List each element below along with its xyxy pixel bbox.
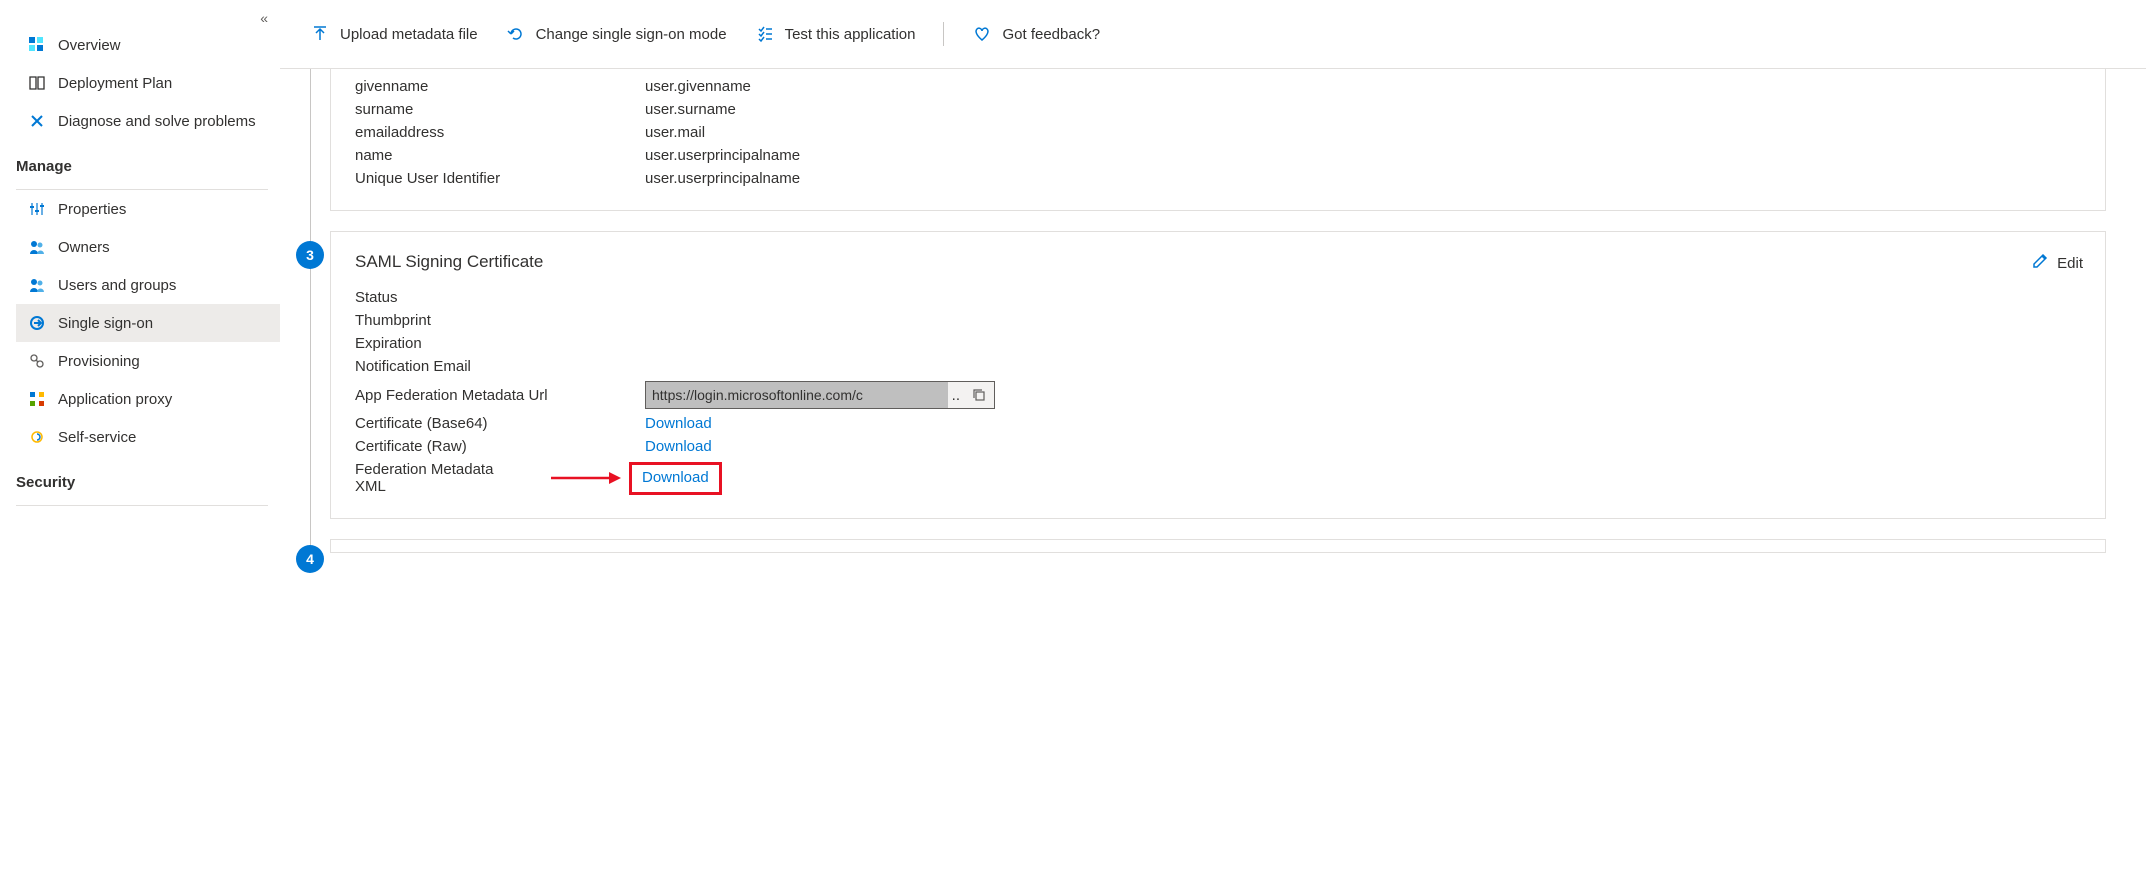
sidebar-item-sso[interactable]: Single sign-on — [16, 304, 280, 342]
claim-value: user.userprincipalname — [645, 147, 800, 164]
step-badge-3: 3 — [296, 241, 324, 269]
claim-row: givennameuser.givenname — [355, 75, 2081, 98]
sidebar-item-label: Deployment Plan — [58, 75, 172, 92]
sidebar-item-properties[interactable]: Properties — [16, 190, 280, 228]
upload-metadata-button[interactable]: Upload metadata file — [310, 24, 478, 44]
sidebar-item-owners[interactable]: Owners — [16, 228, 280, 266]
users-icon — [28, 276, 46, 294]
sidebar-section-manage: Manage — [16, 140, 280, 183]
sidebar-item-label: Diagnose and solve problems — [58, 113, 256, 130]
undo-icon — [506, 24, 526, 44]
claim-value: user.mail — [645, 124, 705, 141]
claim-value: user.surname — [645, 101, 736, 118]
cert-notif-email-label: Notification Email — [355, 358, 645, 375]
claim-row: surnameuser.surname — [355, 98, 2081, 121]
claim-row: Unique User Identifieruser.userprincipal… — [355, 167, 2081, 190]
proxy-icon — [28, 390, 46, 408]
cert-status-label: Status — [355, 289, 645, 306]
download-cert-raw-link[interactable]: Download — [645, 438, 712, 455]
edit-label: Edit — [2057, 255, 2083, 272]
sidebar-section-security: Security — [16, 456, 280, 499]
claim-value: user.givenname — [645, 78, 751, 95]
toolbar-label: Test this application — [785, 26, 916, 43]
pencil-icon — [2031, 252, 2049, 274]
claim-row: emailaddressuser.mail — [355, 121, 2081, 144]
claim-key: Unique User Identifier — [355, 170, 645, 187]
annotation-arrow — [551, 471, 621, 485]
toolbar-label: Got feedback? — [1002, 26, 1100, 43]
self-service-icon — [28, 428, 46, 446]
step-badge-4: 4 — [296, 545, 324, 573]
toolbar-label: Change single sign-on mode — [536, 26, 727, 43]
collapse-sidebar-button[interactable]: « — [16, 0, 280, 26]
download-fed-xml-link[interactable]: Download — [642, 469, 709, 486]
sidebar-item-label: Properties — [58, 201, 126, 218]
divider — [943, 22, 944, 46]
sliders-icon — [28, 200, 46, 218]
wrench-icon — [28, 112, 46, 130]
sidebar-item-app-proxy[interactable]: Application proxy — [16, 380, 280, 418]
claim-value: user.userprincipalname — [645, 170, 800, 187]
sidebar-item-label: Single sign-on — [58, 315, 153, 332]
sidebar-item-label: Application proxy — [58, 391, 172, 408]
toolbar: Upload metadata file Change single sign-… — [280, 0, 2146, 69]
sidebar-item-label: Self-service — [58, 429, 136, 446]
content-area: Upload metadata file Change single sign-… — [280, 0, 2146, 583]
upload-icon — [310, 24, 330, 44]
sidebar-item-diagnose[interactable]: Diagnose and solve problems — [16, 102, 280, 140]
claim-key: surname — [355, 101, 645, 118]
claim-key: emailaddress — [355, 124, 645, 141]
users-icon — [28, 238, 46, 256]
sidebar-item-label: Provisioning — [58, 353, 140, 370]
fed-xml-label: Federation Metadata XML — [355, 461, 511, 495]
toolbar-label: Upload metadata file — [340, 26, 478, 43]
sidebar-item-label: Users and groups — [58, 277, 176, 294]
cert-thumbprint-label: Thumbprint — [355, 312, 645, 329]
sso-icon — [28, 314, 46, 332]
sidebar-item-provisioning[interactable]: Provisioning — [16, 342, 280, 380]
claim-row: nameuser.userprincipalname — [355, 144, 2081, 167]
edit-button[interactable]: Edit — [2031, 252, 2083, 274]
heart-icon — [972, 24, 992, 44]
feedback-button[interactable]: Got feedback? — [972, 24, 1100, 44]
sidebar-item-label: Owners — [58, 239, 110, 256]
claim-key: name — [355, 147, 645, 164]
copy-icon[interactable] — [964, 388, 994, 402]
step-connector-line — [310, 231, 311, 559]
cert-raw-label: Certificate (Raw) — [355, 438, 645, 455]
claim-key: givenname — [355, 78, 645, 95]
fed-metadata-url-field: .. — [645, 381, 995, 409]
cert-expiration-label: Expiration — [355, 335, 645, 352]
cert-fed-url-label: App Federation Metadata Url — [355, 387, 645, 404]
change-mode-button[interactable]: Change single sign-on mode — [506, 24, 727, 44]
sidebar-item-self-service[interactable]: Self-service — [16, 418, 280, 456]
book-icon — [28, 74, 46, 92]
highlighted-download: Download — [629, 462, 722, 495]
next-card-peek — [330, 539, 2106, 553]
provisioning-icon — [28, 352, 46, 370]
saml-cert-card: SAML Signing Certificate Edit Status Thu… — [330, 231, 2106, 519]
step-connector-line — [310, 69, 311, 251]
sidebar-item-overview[interactable]: Overview — [16, 26, 280, 64]
fed-metadata-url-input[interactable] — [646, 382, 948, 408]
list-check-icon — [755, 24, 775, 44]
sidebar-item-label: Overview — [58, 37, 121, 54]
test-application-button[interactable]: Test this application — [755, 24, 916, 44]
card-title: SAML Signing Certificate — [355, 252, 2081, 286]
url-ellipsis: .. — [948, 387, 964, 404]
cert-b64-label: Certificate (Base64) — [355, 415, 645, 432]
sidebar-item-deployment-plan[interactable]: Deployment Plan — [16, 64, 280, 102]
sidebar-item-users-groups[interactable]: Users and groups — [16, 266, 280, 304]
divider — [16, 505, 268, 506]
download-cert-b64-link[interactable]: Download — [645, 415, 712, 432]
overview-icon — [28, 36, 46, 54]
claims-card: givennameuser.givennamesurnameuser.surna… — [330, 69, 2106, 211]
sidebar: « Overview Deployment Plan Diagnose and … — [0, 0, 280, 583]
